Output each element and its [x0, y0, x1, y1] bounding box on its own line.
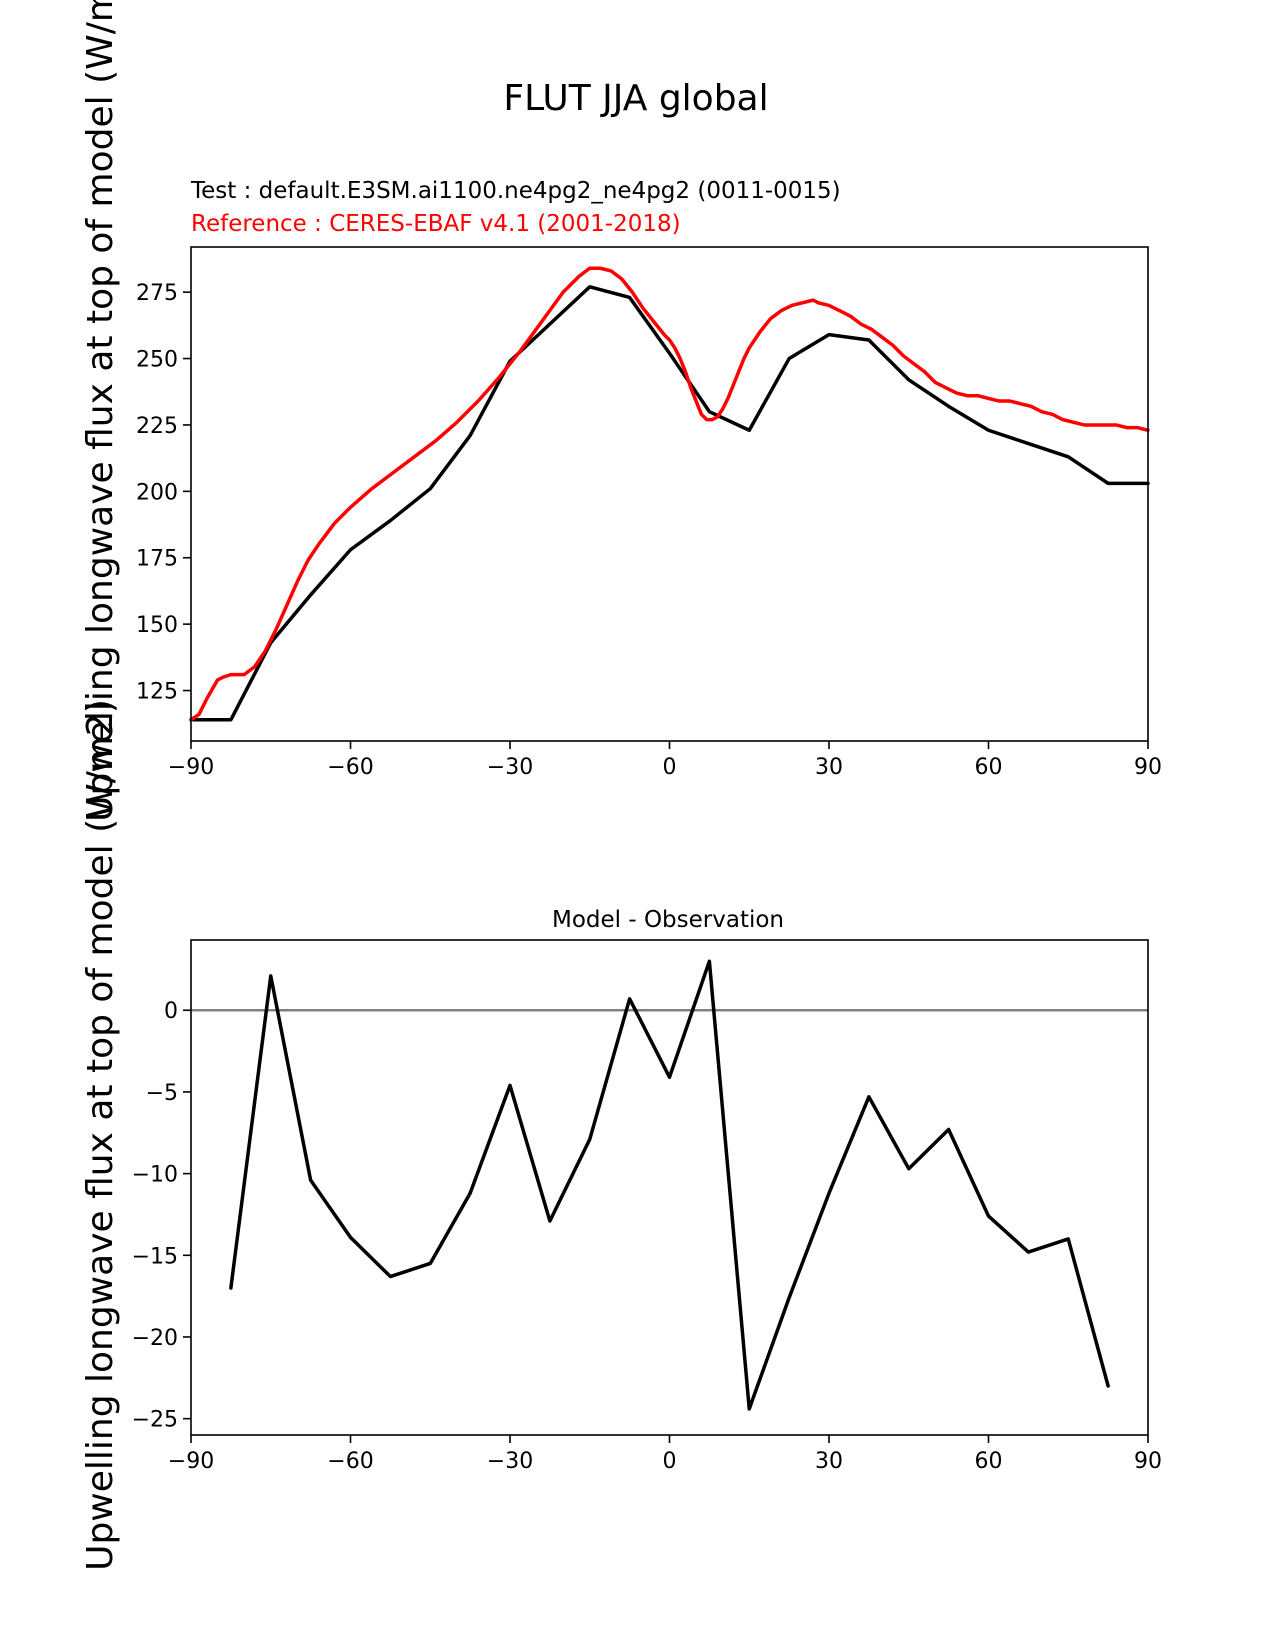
- bottom-x-tick-label: 0: [663, 1449, 677, 1474]
- top-series-line-0: [189, 285, 1150, 722]
- top-x-tick-label: −60: [327, 755, 373, 780]
- bottom-panel-title: Model - Observation: [552, 907, 784, 933]
- bottom-x-tick-label: 60: [975, 1449, 1003, 1474]
- reference-label: Reference : CERES-EBAF v4.1 (2001-2018): [191, 211, 681, 237]
- bottom-x-tick-label: −30: [487, 1449, 533, 1474]
- top-x-tick-label: −90: [168, 755, 214, 780]
- top-x-tick-label: 90: [1134, 755, 1162, 780]
- top-x-tick-label: 30: [815, 755, 843, 780]
- top-y-tick-label: 175: [136, 547, 178, 572]
- bottom-y-tick-label: 0: [164, 999, 178, 1024]
- top-plot-panel: −90 −60 −30 0 30 60 90 125 150 175 200 225 250 275: [136, 246, 1162, 780]
- top-y-axis-label: Upwelling longwave flux at top of model …: [80, 0, 121, 822]
- bottom-x-tick-label: −60: [327, 1449, 373, 1474]
- bottom-y-tick-label: −5: [146, 1081, 178, 1106]
- top-y-tick-label: 200: [136, 480, 178, 505]
- bottom-x-tick-label: −90: [168, 1449, 214, 1474]
- top-x-tick-label: −30: [487, 755, 533, 780]
- bottom-y-tick-label: −15: [132, 1244, 178, 1269]
- bottom-x-tick-label: 30: [815, 1449, 843, 1474]
- bottom-y-tick-label: −10: [132, 1163, 178, 1188]
- top-axes-frame: [190, 246, 1149, 742]
- top-y-tick-label: 250: [136, 348, 178, 373]
- bottom-plot-panel: −90 −60 −30 0 30 60 90 −25 −20 −15 −10 −5 0: [132, 939, 1162, 1474]
- top-x-tick-label: 0: [663, 755, 677, 780]
- bottom-y-tick-label: −25: [132, 1408, 178, 1433]
- bottom-axes-frame: [190, 939, 1149, 1436]
- top-series-line-1: [189, 266, 1150, 722]
- top-y-tick-label: 125: [136, 680, 178, 705]
- top-y-tick-label: 225: [136, 414, 178, 439]
- bottom-y-tick-label: −20: [132, 1326, 178, 1351]
- top-y-tick-label: 275: [136, 281, 178, 306]
- bottom-y-axis-label: Upwelling longwave flux at top of model …: [80, 699, 121, 1571]
- test-label: Test : default.E3SM.ai1100.ne4pg2_ne4pg2…: [190, 178, 841, 204]
- top-y-tick-label: 150: [136, 613, 178, 638]
- top-x-tick-label: 60: [975, 755, 1003, 780]
- bottom-x-tick-label: 90: [1134, 1449, 1162, 1474]
- bottom-series-line-0: [229, 959, 1110, 1411]
- figure-title: FLUT JJA global: [503, 78, 768, 119]
